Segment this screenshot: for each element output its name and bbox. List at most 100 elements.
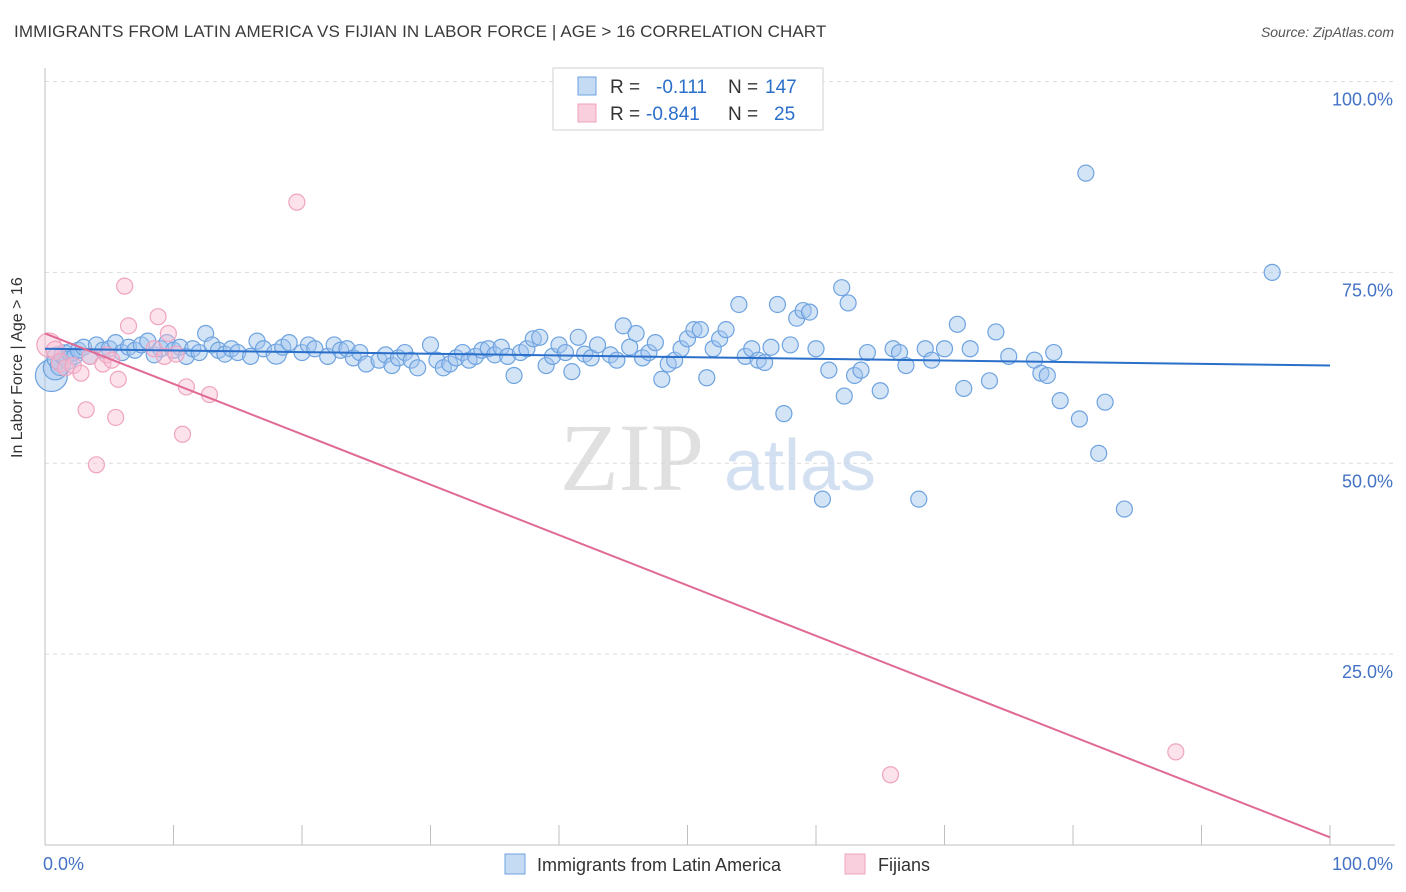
point-latin-america [1077, 164, 1095, 182]
legend-box [552, 67, 824, 131]
point-fijians [45, 340, 65, 360]
watermark: ZIP atlas [560, 404, 876, 511]
x-tick-label: 100.0% [1332, 854, 1393, 874]
point-latin-america [499, 347, 517, 365]
point-latin-america [910, 490, 928, 508]
point-latin-america [961, 340, 979, 358]
point-latin-america [794, 301, 812, 320]
x-tick-labels: 0.0% 100.0% [43, 854, 1393, 874]
y-tick-label: 50.0% [1342, 471, 1393, 491]
legend-n-value-1: 147 [765, 77, 797, 98]
point-latin-america [775, 405, 793, 423]
point-latin-america [858, 343, 877, 362]
point-latin-america [524, 330, 542, 348]
point-latin-america [556, 343, 575, 362]
chart-title: IMMIGRANTS FROM LATIN AMERICA VS FIJIAN … [14, 22, 827, 41]
trend-lines [44, 332, 1331, 839]
point-latin-america [935, 340, 954, 358]
point-latin-america [518, 340, 536, 358]
source-label: Source: ZipAtlas.com [1260, 24, 1394, 40]
watermark-zip: ZIP [560, 404, 704, 511]
point-latin-america [711, 330, 729, 348]
legend-n-label-1: N = [728, 77, 758, 98]
point-latin-america [678, 330, 697, 348]
point-latin-america [357, 355, 375, 373]
y-tick-label: 100.0% [1332, 90, 1393, 110]
point-fijians [77, 401, 95, 419]
point-latin-america [800, 303, 819, 321]
y-tick-labels: 25.0% 50.0% 75.0% 100.0% [1332, 90, 1393, 683]
point-fijians [87, 456, 106, 474]
point-latin-america [1038, 366, 1056, 385]
point-latin-america [781, 336, 799, 354]
point-latin-america [280, 334, 298, 352]
point-fijians [107, 408, 125, 427]
point-fijians [109, 370, 127, 388]
point-latin-america [871, 382, 889, 400]
point-latin-america [813, 490, 832, 508]
point-latin-america [254, 340, 273, 358]
point-latin-america [1263, 263, 1281, 281]
legend-r-label-2: R = [610, 104, 640, 125]
x-tick-label: 0.0% [43, 854, 84, 874]
point-latin-america [505, 366, 523, 385]
point-fijians [119, 317, 138, 335]
point-latin-america [980, 372, 999, 390]
point-latin-america [685, 321, 703, 339]
point-fijians [288, 193, 306, 211]
trend-line-latin-america [44, 347, 1331, 367]
point-fijians [1167, 743, 1185, 761]
bottom-legend-label-blue: Immigrants from Latin America [537, 855, 782, 875]
point-latin-america [768, 295, 787, 314]
point-latin-america [1070, 410, 1089, 428]
watermark-atlas: atlas [724, 426, 876, 506]
point-latin-america [691, 321, 709, 339]
series-fijians-points [36, 193, 1185, 784]
point-latin-america [852, 361, 870, 379]
point-latin-america [833, 279, 851, 297]
point-latin-america [730, 295, 748, 314]
point-latin-america [762, 338, 780, 356]
point-latin-america [653, 370, 671, 388]
point-latin-america [421, 336, 440, 354]
point-latin-america [807, 340, 825, 358]
legend-r-value-2: -0.841 [646, 104, 700, 125]
point-latin-america [1090, 444, 1108, 462]
point-latin-america [698, 369, 716, 387]
point-latin-america [839, 294, 857, 312]
legend: R = -0.111 N = 147 R = -0.841 N = 25 [552, 67, 824, 131]
legend-n-label-2: N = [728, 104, 758, 125]
point-latin-america [190, 343, 208, 362]
y-tick-label: 75.0% [1342, 280, 1393, 300]
point-latin-america [409, 359, 427, 377]
legend-r-label-1: R = [610, 77, 640, 98]
point-latin-america [621, 338, 639, 356]
legend-swatch-pink [577, 103, 597, 123]
point-latin-america [820, 361, 838, 379]
point-latin-america [1096, 393, 1114, 411]
point-fijians [159, 324, 177, 343]
point-latin-america [1051, 392, 1069, 410]
point-latin-america [627, 324, 645, 343]
point-latin-america [646, 334, 664, 352]
point-fijians [116, 277, 134, 295]
point-latin-america [569, 328, 587, 346]
point-latin-america [1115, 500, 1134, 518]
point-latin-america [614, 317, 632, 335]
point-latin-america [376, 346, 395, 364]
bottom-legend-label-pink: Fijians [878, 855, 930, 875]
point-latin-america [537, 356, 555, 375]
point-latin-america [466, 347, 485, 365]
point-latin-america [608, 351, 626, 369]
point-latin-america [897, 356, 915, 375]
point-latin-america [948, 315, 966, 333]
point-latin-america [588, 336, 607, 354]
point-latin-america [1045, 343, 1063, 362]
point-latin-america [563, 363, 581, 381]
point-latin-america [717, 321, 735, 339]
point-latin-america [755, 353, 774, 372]
bottom-legend-swatch-blue [504, 853, 526, 875]
axes [44, 68, 1395, 846]
grid-lines [45, 81, 1395, 655]
point-latin-america [479, 340, 497, 358]
